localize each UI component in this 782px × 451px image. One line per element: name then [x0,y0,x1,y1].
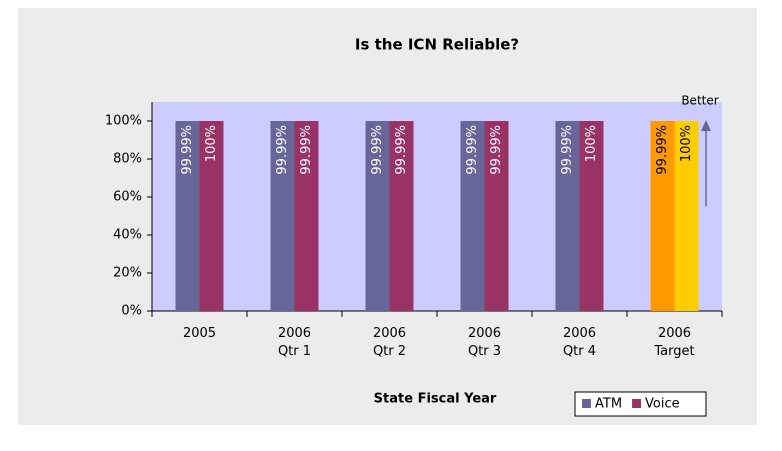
value-label: 100% [204,125,219,162]
value-label: 99.99% [275,125,290,175]
annotation-arrowhead [701,120,711,131]
value-label: 99.99% [299,125,314,175]
plot-area [152,102,722,311]
y-tick-label: 100% [105,114,142,129]
legend-label: ATM [595,397,622,412]
bar [674,121,699,311]
bar [389,121,414,311]
x-tick-label: 2006 Qtr 1 [277,326,312,359]
bar [365,121,390,311]
x-tick-label: 2006 Target [654,326,695,359]
value-label: 100% [679,125,694,162]
y-tick-label: 0% [121,304,142,319]
bar [175,121,200,311]
value-label: 99.99% [489,125,504,175]
value-label: 99.99% [370,125,385,175]
value-label: 99.99% [180,125,195,175]
y-tick-label: 40% [113,228,142,243]
x-tick-label: 2006 Qtr 2 [372,326,407,359]
value-label: 99.99% [465,125,480,175]
value-label: 100% [584,125,599,162]
bar [484,121,509,311]
y-tick-label: 60% [113,190,142,205]
x-tick-label: 2005 [182,326,217,341]
legend-swatch [582,399,591,408]
chart-title: Is the ICN Reliable? [355,36,519,54]
bar [270,121,295,311]
x-tick-label: 2006 Qtr 4 [562,326,597,359]
value-label: 99.99% [655,125,670,175]
legend-swatch [632,399,642,408]
value-label: 99.99% [560,125,575,175]
x-axis-title: State Fiscal Year [374,392,497,407]
bar [294,121,319,311]
y-tick-label: 20% [113,266,142,281]
bar [199,121,224,311]
bar [460,121,485,311]
bar [650,121,675,311]
bar [579,121,604,311]
annotation: Better [681,94,718,108]
legend-label: Voice [645,397,680,412]
y-tick-label: 80% [113,152,142,167]
value-label: 99.99% [394,125,409,175]
bar [555,121,580,311]
x-tick-label: 2006 Qtr 3 [467,326,502,359]
